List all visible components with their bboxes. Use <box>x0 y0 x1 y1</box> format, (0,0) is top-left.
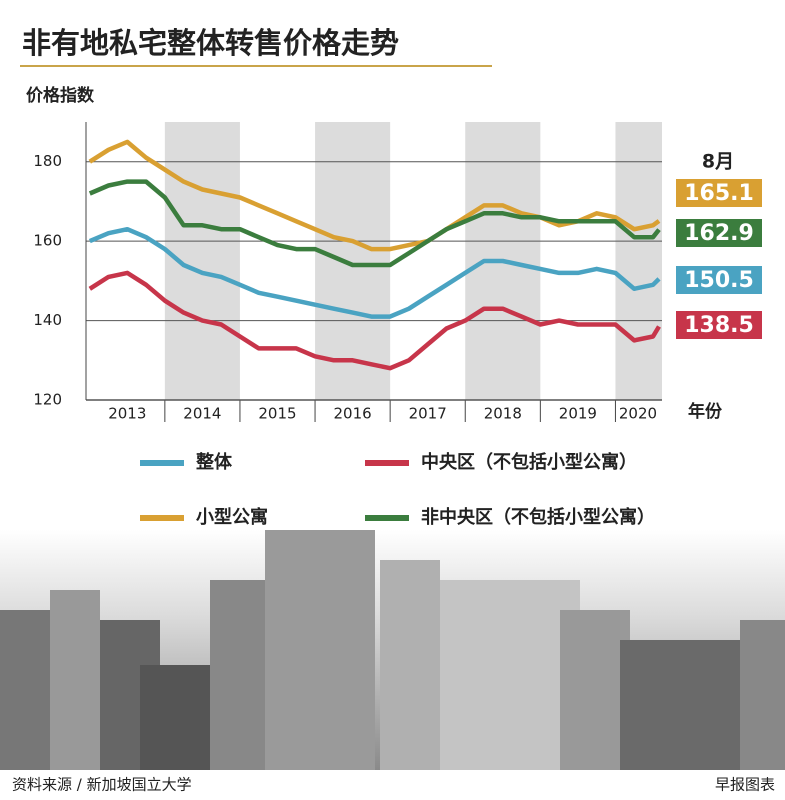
year-band <box>315 122 391 400</box>
source: 资料来源 / 新加坡国立大学 <box>12 776 192 794</box>
x-tick-label: 2015 <box>258 405 296 423</box>
y-tick-label: 180 <box>33 152 62 170</box>
year-band <box>615 122 662 400</box>
end-label: 138.5 <box>684 313 754 338</box>
x-tick-label: 2014 <box>183 405 221 423</box>
y-tick-label: 140 <box>33 311 62 329</box>
legend-label: 整体 <box>195 451 233 473</box>
end-label-box <box>676 219 762 247</box>
x-tick-label: 2019 <box>559 405 597 423</box>
x-tick-label: 2016 <box>334 405 372 423</box>
end-label-box <box>676 266 762 294</box>
y-axis-title: 价格指数 <box>26 85 95 106</box>
end-label-box <box>676 179 762 207</box>
end-label: 162.9 <box>684 221 754 246</box>
footer-bg <box>0 770 785 800</box>
end-label: 150.5 <box>684 268 754 293</box>
x-axis-title: 年份 <box>688 401 723 422</box>
x-tick-label: 2020 <box>619 405 657 423</box>
legend-label: 非中央区（不包括小型公寓） <box>421 506 655 528</box>
y-tick-label: 120 <box>33 391 62 409</box>
x-tick-label: 2018 <box>484 405 522 423</box>
plot-area <box>85 122 662 422</box>
end-label: 165.1 <box>684 181 754 206</box>
y-tick-label: 160 <box>33 232 62 250</box>
end-label-box <box>676 311 762 339</box>
legend-label: 中央区（不包括小型公寓） <box>421 451 637 473</box>
end-label-header: 8月 <box>702 151 734 173</box>
x-tick-label: 2017 <box>409 405 447 423</box>
credit: 早报图表 <box>715 776 775 794</box>
series-line <box>88 270 661 371</box>
skyline <box>0 530 785 770</box>
series-line <box>88 179 661 268</box>
series-line <box>88 226 661 319</box>
x-tick-label: 2013 <box>108 405 146 423</box>
legend-label: 小型公寓 <box>196 506 268 528</box>
chart-title: 非有地私宅整体转售价格走势 <box>22 26 399 60</box>
